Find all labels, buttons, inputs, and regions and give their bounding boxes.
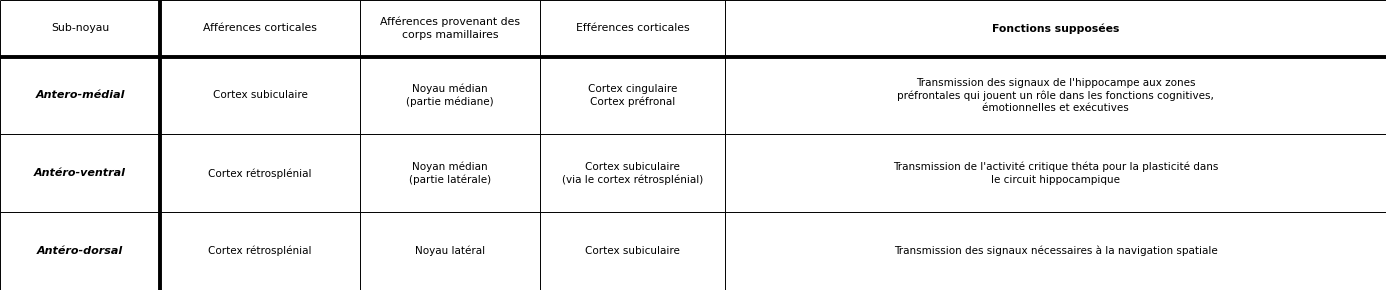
Text: Transmission des signaux nécessaires à la navigation spatiale: Transmission des signaux nécessaires à l… bbox=[894, 246, 1217, 256]
Text: Sub-noyau: Sub-noyau bbox=[51, 23, 109, 33]
Text: Efférences corticales: Efférences corticales bbox=[575, 23, 689, 33]
Text: Cortex rétrosplénial: Cortex rétrosplénial bbox=[208, 168, 312, 179]
Text: Cortex subiculaire: Cortex subiculaire bbox=[585, 246, 681, 256]
Text: Noyan médian
(partie latérale): Noyan médian (partie latérale) bbox=[409, 162, 491, 185]
Text: Noyau latéral: Noyau latéral bbox=[414, 246, 485, 256]
Text: Cortex subiculaire
(via le cortex rétrosplénial): Cortex subiculaire (via le cortex rétros… bbox=[561, 162, 703, 185]
Text: Fonctions supposées: Fonctions supposées bbox=[992, 23, 1119, 34]
Text: Cortex rétrosplénial: Cortex rétrosplénial bbox=[208, 246, 312, 256]
Text: Transmission de l'activité critique théta pour la plasticité dans
le circuit hip: Transmission de l'activité critique thét… bbox=[893, 162, 1218, 185]
Text: Antéro-ventral: Antéro-ventral bbox=[35, 168, 126, 178]
Text: Antéro-dorsal: Antéro-dorsal bbox=[37, 246, 123, 256]
Text: Noyau médian
(partie médiane): Noyau médian (partie médiane) bbox=[406, 84, 493, 107]
Text: Afférences corticales: Afférences corticales bbox=[204, 23, 317, 33]
Text: Cortex subiculaire: Cortex subiculaire bbox=[212, 90, 308, 100]
Text: Transmission des signaux de l'hippocampe aux zones
préfrontales qui jouent un rô: Transmission des signaux de l'hippocampe… bbox=[897, 78, 1214, 113]
Text: Afférences provenant des
corps mamillaires: Afférences provenant des corps mamillair… bbox=[380, 17, 520, 40]
Text: Cortex cingulaire
Cortex préfronal: Cortex cingulaire Cortex préfronal bbox=[588, 84, 678, 107]
Text: Antero-médial: Antero-médial bbox=[35, 90, 125, 100]
